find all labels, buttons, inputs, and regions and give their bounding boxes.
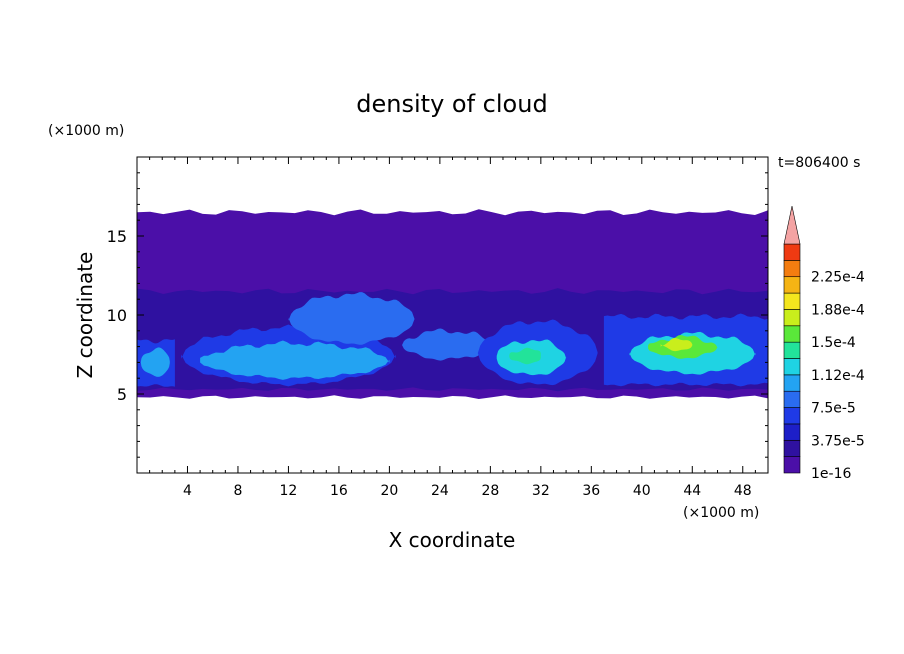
- contour-region: [200, 340, 390, 380]
- colorbar-label: 7.5e-5: [811, 401, 856, 417]
- x-tick-label: 40: [633, 483, 651, 499]
- x-tick-label: 8: [233, 483, 242, 499]
- plot-area: [136, 156, 769, 474]
- colorbar-swatch: [783, 407, 801, 425]
- x-tick-label: 16: [330, 483, 348, 499]
- x-tick-label: 28: [481, 483, 499, 499]
- colorbar-swatch: [783, 243, 801, 261]
- contour-region: [402, 328, 491, 361]
- colorbar-swatch: [783, 325, 801, 343]
- x-unit-label: (×1000 m): [683, 505, 759, 521]
- x-tick-label: 12: [280, 483, 298, 499]
- y-axis: 5 10 15: [107, 172, 768, 458]
- x-tick-label: 36: [582, 483, 600, 499]
- x-tick-label: 44: [683, 483, 701, 499]
- colorbar-swatch: [783, 358, 801, 376]
- time-label: t=806400 s: [778, 155, 860, 171]
- colorbar-label: 2.25e-4: [811, 270, 865, 286]
- colorbar-swatch: [783, 309, 801, 327]
- y-tick-label: 10: [107, 306, 127, 325]
- colorbar-extend-arrow: [783, 205, 801, 245]
- colorbar-swatch: [783, 276, 801, 294]
- x-tick-label: 48: [734, 483, 752, 499]
- y-tick-label: 15: [107, 227, 127, 246]
- colorbar-swatch: [783, 292, 801, 310]
- colorbar-swatch: [783, 456, 801, 474]
- colorbar-label: 3.75e-5: [811, 433, 865, 449]
- y-axis-title: Z coordinate: [73, 252, 97, 379]
- contour-region: [660, 338, 693, 352]
- colorbar-label: 1e-16: [811, 466, 851, 482]
- x-axis-title: X coordinate: [389, 528, 516, 552]
- colorbar-label: 1.12e-4: [811, 368, 865, 384]
- colorbar-swatch: [783, 260, 801, 278]
- x-axis: 4 8 12 16 20 24 28 32 36 40 44 48: [149, 157, 756, 499]
- x-tick-label: 24: [431, 483, 449, 499]
- contour-region: [288, 292, 415, 345]
- x-tick-label: 4: [183, 483, 192, 499]
- y-unit-label: (×1000 m): [48, 123, 124, 139]
- colorbar-swatch: [783, 423, 801, 441]
- colorbar-label: 1.5e-4: [811, 335, 856, 351]
- colorbar-swatch: [783, 439, 801, 457]
- contour-region: [140, 347, 170, 377]
- colorbar-swatch: [783, 341, 801, 359]
- colorbar: 2.25e-4 1.88e-4 1.5e-4 1.12e-4 7.5e-5 3.75e-5…: [783, 205, 865, 482]
- x-tick-label: 20: [380, 483, 398, 499]
- y-tick-label: 5: [117, 385, 127, 404]
- contour-region: [509, 347, 541, 365]
- x-tick-label: 32: [532, 483, 550, 499]
- colorbar-swatch: [783, 374, 801, 392]
- colorbar-swatch: [783, 390, 801, 408]
- chart-title: density of cloud: [356, 90, 547, 118]
- colorbar-label: 1.88e-4: [811, 302, 865, 318]
